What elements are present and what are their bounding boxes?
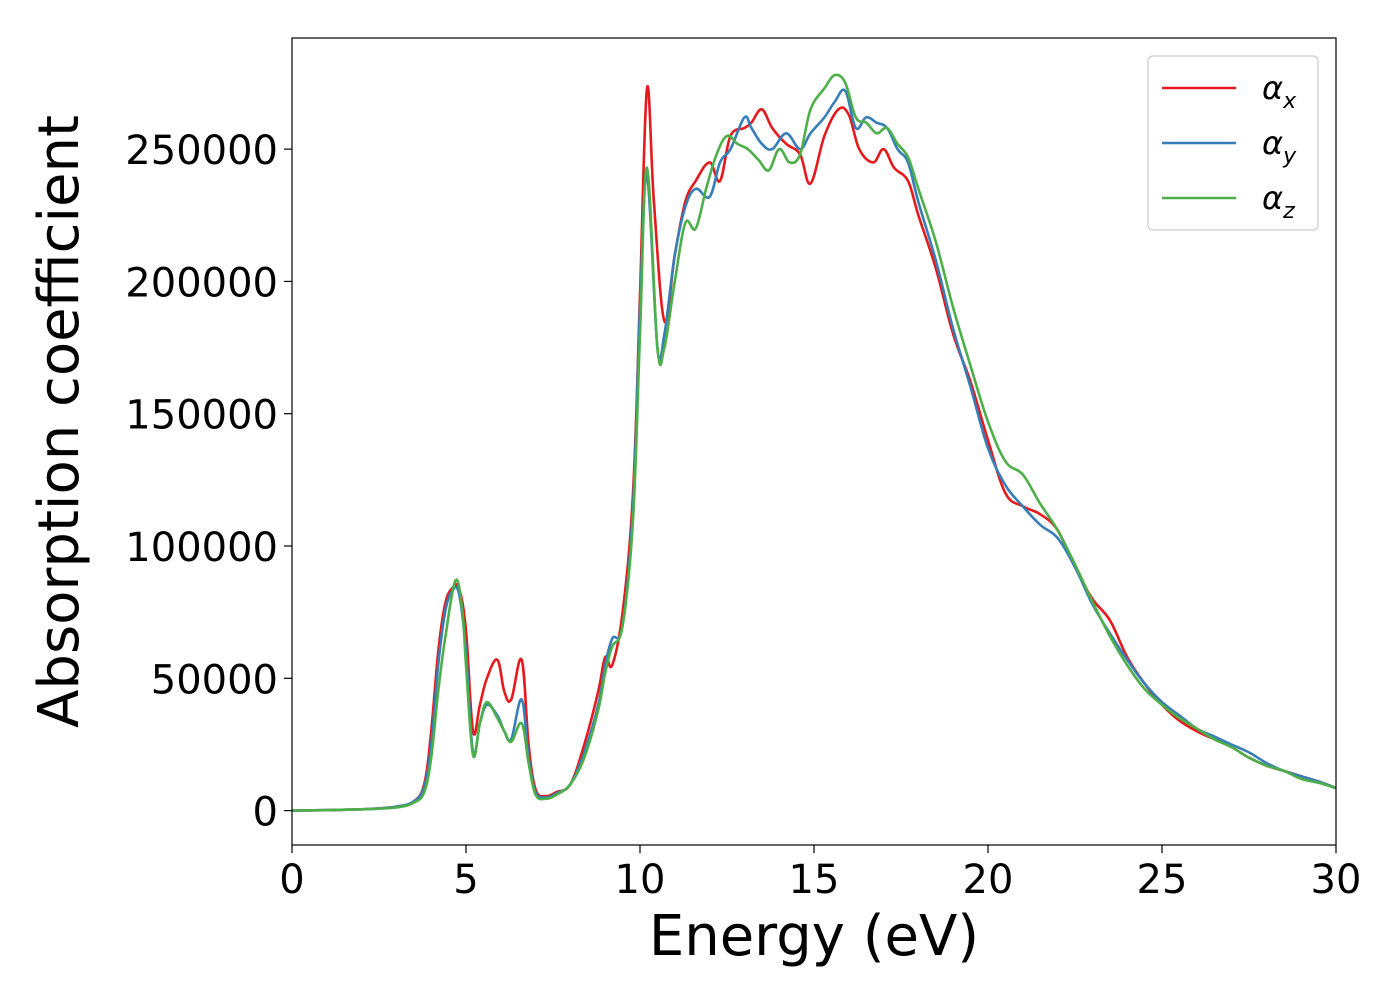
y-axis: 0 50000 100000 150000 200000 250000 <box>125 128 292 836</box>
x-tick-label: 30 <box>1311 857 1362 903</box>
legend-label-y: αy <box>1262 124 1297 169</box>
legend-label-z: αz <box>1262 179 1295 224</box>
legend-label-main: α <box>1262 69 1283 107</box>
x-axis: 0 5 10 15 20 25 30 <box>279 845 1361 903</box>
x-tick-label: 20 <box>963 857 1014 903</box>
y-tick-label: 200000 <box>125 260 278 306</box>
series-layer <box>292 73 1336 812</box>
x-tick-label: 5 <box>453 857 478 903</box>
x-tick-label: 15 <box>789 857 840 903</box>
legend-label-sub: x <box>1282 89 1297 114</box>
series-line-x <box>292 84 1336 812</box>
legend-label-sub: z <box>1282 199 1295 224</box>
legend-label-sub: y <box>1282 144 1297 169</box>
x-axis-title: Energy (eV) <box>649 904 979 969</box>
x-tick-label: 25 <box>1137 857 1188 903</box>
y-tick-label: 50000 <box>151 657 278 703</box>
y-axis-title: Absorption coefficient <box>27 115 92 728</box>
y-tick-label: 100000 <box>125 525 278 571</box>
y-tick-label: 150000 <box>125 393 278 439</box>
x-tick-label: 10 <box>615 857 666 903</box>
legend-label-main: α <box>1262 124 1283 162</box>
series-line-z <box>292 73 1336 812</box>
legend-label-x: αx <box>1262 69 1297 114</box>
y-tick-label: 0 <box>253 790 278 836</box>
y-tick-label: 250000 <box>125 128 278 174</box>
x-tick-label: 0 <box>279 857 304 903</box>
legend-label-main: α <box>1262 179 1283 217</box>
